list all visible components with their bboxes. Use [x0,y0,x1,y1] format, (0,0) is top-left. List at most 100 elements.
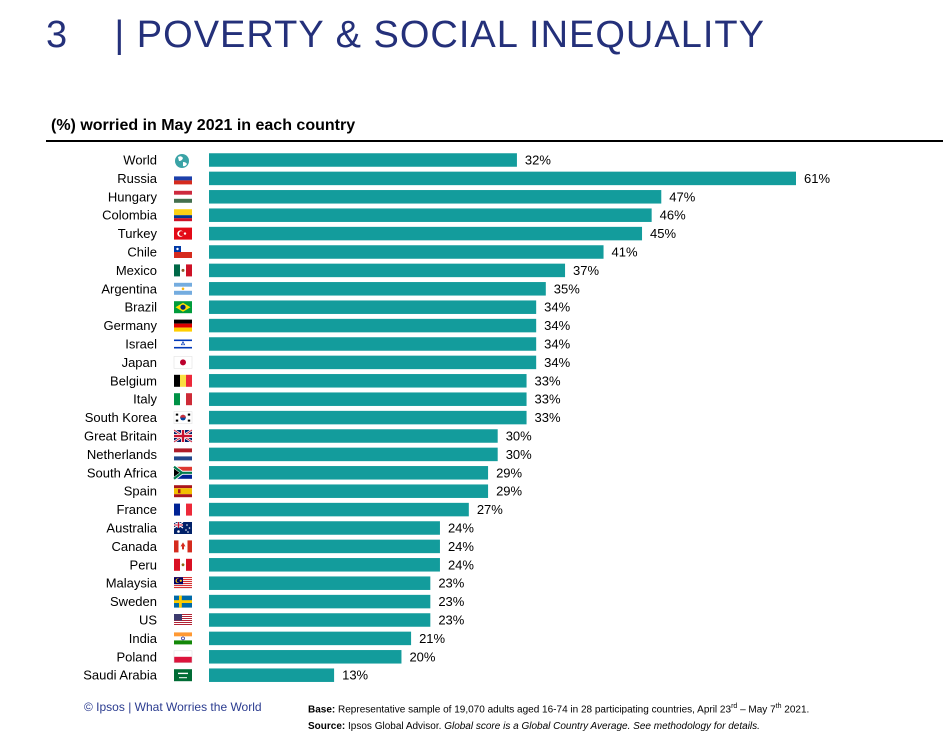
value-label-india: 21% [419,631,445,646]
base-label: Base: [308,704,336,716]
value-label-chile: 41% [612,245,638,260]
saudi-arabia-flag-icon [174,669,192,682]
category-label-brazil: Brazil [124,300,157,315]
category-label-germany: Germany [104,318,158,333]
value-label-colombia: 46% [660,208,686,223]
poland-flag-icon [173,650,193,664]
bar-hungary [209,190,662,204]
base-sup-2: th [775,703,782,710]
category-label-netherlands: Netherlands [87,447,158,462]
category-label-sweden: Sweden [110,594,157,609]
bar-australia [209,521,440,535]
bar-world [209,153,517,167]
category-label-spain: Spain [124,484,157,499]
category-label-poland: Poland [117,649,157,664]
category-label-belgium: Belgium [110,373,157,388]
great-britain-flag-icon [173,429,193,443]
value-label-us: 23% [438,613,464,628]
base-text-1: Representative sample of 19,070 adults a… [335,704,732,716]
value-label-turkey: 45% [650,226,676,241]
value-label-south-korea: 33% [535,410,561,425]
us-flag-icon [174,614,192,626]
bar-italy [209,392,527,406]
france-flag-icon [174,503,192,516]
value-label-canada: 24% [448,539,474,554]
value-label-spain: 29% [496,484,522,499]
south-korea-flag-icon [173,411,193,424]
bar-us [209,613,431,627]
category-label-world: World [123,153,157,168]
bar-russia [209,171,796,186]
globe-icon [175,154,189,168]
bar-germany [209,318,537,333]
value-label-saudi-arabia: 13% [342,668,368,683]
category-label-australia: Australia [106,521,157,536]
bar-spain [209,484,489,498]
bar-poland [209,650,402,664]
bar-chart: World 32% Russia 61% Hungary 47% Colombia 46% Tu… [83,153,830,683]
argentina-flag-icon [174,282,192,295]
chile-flag-icon [174,246,192,258]
brazil-flag-icon [174,301,192,314]
sweden-flag-icon [174,595,192,608]
base-text-2: – May 7 [737,704,776,716]
category-label-russia: Russia [117,171,158,186]
category-label-argentina: Argentina [101,281,157,296]
bar-turkey [209,226,643,241]
italy-flag-icon [174,393,192,406]
category-label-malaysia: Malaysia [106,576,158,591]
value-label-south-africa: 29% [496,465,522,480]
south-africa-flag-icon [172,465,192,481]
value-label-australia: 24% [448,521,474,536]
header-divider [46,140,943,142]
category-label-italy: Italy [133,392,157,407]
hungary-flag-icon [174,190,192,203]
turkey-flag-icon [174,227,192,240]
bar-brazil [209,300,537,314]
israel-flag-icon [174,338,192,350]
base-note: Base: Representative sample of 19,070 ad… [308,698,938,718]
value-label-germany: 34% [544,318,570,333]
category-label-peru: Peru [130,557,157,572]
bar-chile [209,245,604,259]
value-label-argentina: 35% [554,281,580,296]
belgium-flag-icon [174,374,192,387]
bar-peru [209,558,440,572]
category-label-india: India [129,631,158,646]
category-label-hungary: Hungary [108,189,158,204]
category-label-israel: Israel [125,337,157,352]
value-label-great-britain: 30% [506,429,532,444]
value-label-malaysia: 23% [438,576,464,591]
category-label-turkey: Turkey [118,226,158,241]
category-label-south-korea: South Korea [85,410,158,425]
mexico-flag-icon [174,264,192,277]
bar-colombia [209,208,652,222]
category-label-colombia: Colombia [102,208,158,223]
colombia-flag-icon [174,209,192,222]
bar-india [209,631,412,646]
source-label: Source: [308,721,346,733]
bar-south-korea [209,410,527,425]
source-note: Source: Ipsos Global Advisor. Global sco… [308,718,938,735]
india-flag-icon [174,632,192,645]
bar-malaysia [209,576,431,590]
value-label-belgium: 33% [535,373,561,388]
value-label-netherlands: 30% [506,447,532,462]
bar-argentina [209,282,546,296]
chart-subtitle: (%) worried in May 2021 in each country [51,117,356,134]
source-methodology: Global score is a Global Country Average… [444,721,760,733]
canada-flag-icon [174,540,192,553]
spain-flag-icon [174,485,192,498]
value-label-sweden: 23% [438,594,464,609]
russia-flag-icon [174,172,192,185]
footer-notes: Base: Representative sample of 19,070 ad… [308,698,938,735]
value-label-hungary: 47% [669,189,695,204]
category-label-south-africa: South Africa [87,465,158,480]
source-text: Ipsos Global Advisor. [345,721,445,733]
malaysia-flag-icon [174,577,192,590]
category-label-france: France [117,502,157,517]
value-label-peru: 24% [448,557,474,572]
value-label-russia: 61% [804,171,830,186]
bar-canada [209,539,440,554]
category-label-chile: Chile [127,245,157,260]
